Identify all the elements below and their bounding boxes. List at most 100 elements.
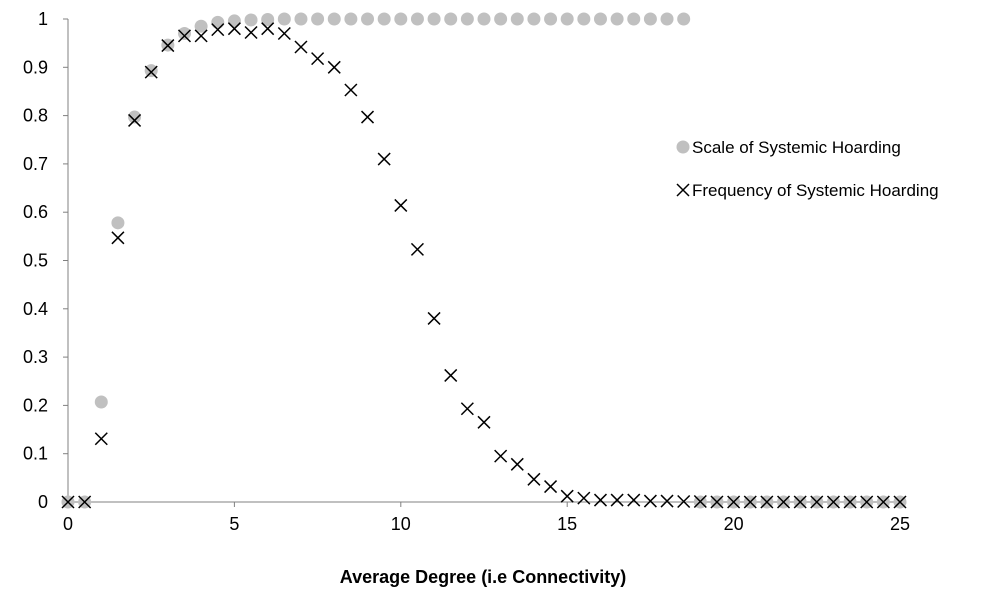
- data-point: [477, 415, 491, 429]
- data-point: [843, 495, 857, 509]
- data-point: [860, 495, 874, 509]
- data-point: [760, 495, 774, 509]
- data-point: [460, 12, 474, 26]
- data-point: [494, 12, 508, 26]
- data-point: [677, 12, 691, 26]
- y-tick-label: 0.1: [23, 444, 48, 464]
- data-point: [593, 493, 608, 507]
- legend-item: Scale of Systemic Hoarding: [676, 138, 901, 157]
- data-point: [360, 110, 375, 124]
- data-point: [776, 495, 791, 509]
- data-point: [743, 495, 757, 509]
- y-tick-label: 1: [38, 9, 48, 29]
- legend: Scale of Systemic Hoarding Frequency of S…: [676, 138, 939, 200]
- series-1: [61, 12, 907, 509]
- data-point: [643, 494, 657, 508]
- data-point: [244, 25, 258, 40]
- data-point: [460, 402, 474, 416]
- data-point: [377, 152, 391, 166]
- y-tick-label: 0: [38, 492, 48, 512]
- data-point: [677, 494, 691, 509]
- series-2: [61, 22, 907, 509]
- x-tick-label: 15: [557, 514, 577, 534]
- y-tick-label: 0.3: [23, 347, 48, 367]
- data-point: [161, 39, 175, 53]
- data-point: [660, 494, 674, 508]
- data-point: [144, 65, 158, 79]
- data-point: [610, 12, 624, 26]
- data-point: [78, 495, 92, 509]
- data-point: [444, 12, 458, 26]
- x-tick-label: 20: [724, 514, 744, 534]
- y-tick-label: 0.6: [23, 202, 48, 222]
- y-tick-label: 0.2: [23, 395, 48, 415]
- data-point: [311, 12, 325, 26]
- data-point: [361, 12, 375, 26]
- data-point: [394, 198, 408, 212]
- data-point: [577, 491, 591, 505]
- data-point: [277, 12, 291, 26]
- data-point: [544, 12, 558, 26]
- data-point: [227, 14, 241, 28]
- data-point: [394, 12, 408, 26]
- data-point: [344, 12, 358, 26]
- data-point: [144, 64, 158, 78]
- data-point: [128, 113, 142, 127]
- data-point: [327, 12, 341, 26]
- data-point: [510, 12, 524, 26]
- data-point: [410, 242, 424, 256]
- data-point: [627, 12, 641, 26]
- y-tick-label: 0.9: [23, 57, 48, 77]
- data-point: [94, 395, 108, 409]
- data-point: [94, 432, 108, 446]
- data-point: [261, 22, 275, 36]
- legend-marker: [676, 140, 690, 154]
- data-point: [194, 29, 208, 43]
- y-tick-label: 0.5: [23, 251, 48, 271]
- data-point: [560, 12, 574, 26]
- data-point: [793, 495, 807, 509]
- data-point: [826, 495, 840, 509]
- legend-item: Frequency of Systemic Hoarding: [676, 181, 939, 200]
- data-point: [893, 495, 907, 509]
- data-point: [294, 40, 308, 54]
- data-point: [627, 493, 641, 507]
- data-point: [527, 472, 541, 486]
- data-point: [410, 12, 424, 26]
- data-point: [510, 457, 524, 471]
- legend-marker: [676, 183, 690, 197]
- y-tick-label: 0.8: [23, 106, 48, 126]
- data-point: [693, 494, 707, 509]
- data-point: [427, 311, 441, 325]
- data-point: [477, 12, 491, 26]
- legend-label: Frequency of Systemic Hoarding: [692, 181, 939, 200]
- data-point: [128, 110, 142, 124]
- data-point: [311, 52, 325, 66]
- data-point: [710, 495, 724, 509]
- x-tick-label: 10: [391, 514, 411, 534]
- data-point: [810, 495, 824, 509]
- x-axis-title: Average Degree (i.e Connectivity): [340, 567, 626, 587]
- data-point: [560, 489, 574, 503]
- data-point: [593, 12, 607, 26]
- data-point: [227, 22, 241, 36]
- tick-labels: 00.10.20.30.40.50.60.70.80.910 5 10 15 20 25: [23, 9, 910, 534]
- data-point: [261, 12, 275, 26]
- y-tick-label: 0.7: [23, 154, 48, 174]
- data-point: [211, 15, 225, 29]
- data-point: [344, 83, 358, 97]
- data-point: [177, 26, 191, 40]
- legend-label: Scale of Systemic Hoarding: [692, 138, 901, 157]
- data-point: [577, 12, 591, 26]
- data-point: [294, 12, 308, 26]
- data-point: [194, 19, 208, 33]
- y-tick-label: 0.4: [23, 299, 48, 319]
- data-point: [643, 12, 657, 26]
- data-point: [427, 12, 441, 26]
- x-tick-label: 25: [890, 514, 910, 534]
- data-point: [111, 216, 125, 230]
- data-point: [211, 23, 225, 37]
- data-point: [244, 13, 258, 27]
- data-point: [277, 26, 291, 41]
